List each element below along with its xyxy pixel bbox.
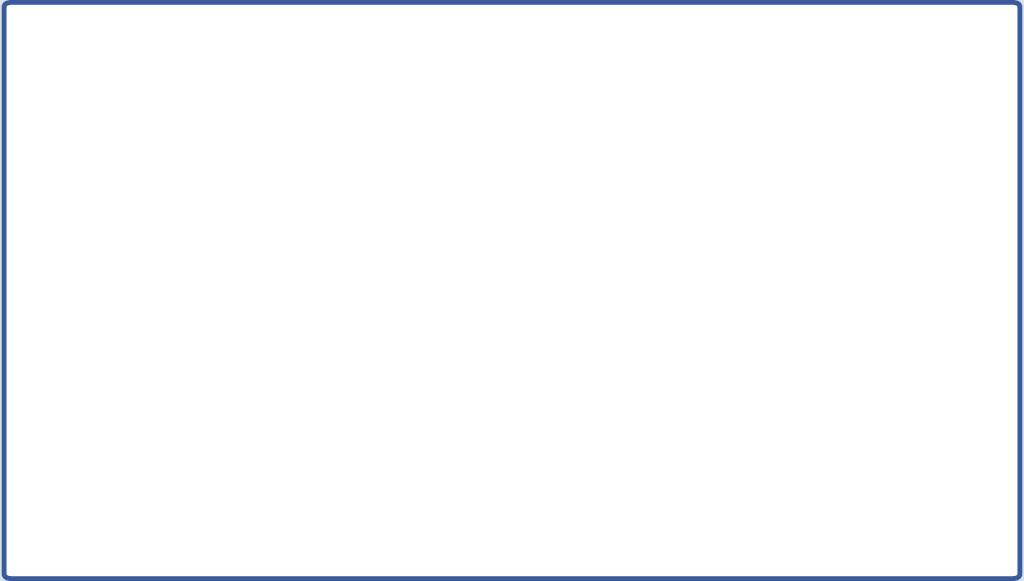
Text: solve for $x$: solve for $x$ [809, 116, 958, 140]
Text: $y =  x^3 + 6x^2 + 9x + 4$: $y = x^3 + 6x^2 + 9x + 4$ [402, 46, 632, 76]
Text: www.mathsathome.com: www.mathsathome.com [859, 558, 1001, 571]
Text: $\dfrac{dy}{dx} = 0$: $\dfrac{dy}{dx} = 0$ [839, 44, 929, 107]
Text: $y = (-1)^3 + 6(-1)^2 + 9(-1) + 4$: $y = (-1)^3 + 6(-1)^2 + 9(-1) + 4$ [538, 209, 855, 238]
Text: $0 = 3x^2 + 12x + 9$: $0 = 3x^2 + 12x + 9$ [72, 210, 286, 237]
Text: MATHS: MATHS [48, 56, 81, 66]
Circle shape [13, 32, 116, 90]
Text: $x = -3$: $x = -3$ [425, 392, 518, 416]
Text: $y = -27 + 54 - 27 + 4$: $y = -27 + 54 - 27 + 4$ [538, 450, 772, 474]
Text: $y = (-3)^3 + 6(-3)^2 + 9(-3) + 4$: $y = (-3)^3 + 6(-3)^2 + 9(-3) + 4$ [538, 389, 855, 418]
FancyBboxPatch shape [758, 17, 1019, 151]
Text: $y = -1 + 6 - 9 + 4$: $y = -1 + 6 - 9 + 4$ [538, 270, 732, 294]
Text: $x = -1$: $x = -1$ [425, 211, 517, 236]
Text: $(-1, 0)\;\;(-3, 4)$: $(-1, 0)\;\;(-3, 4)$ [73, 500, 419, 546]
Text: $0 = (x + 1)(x + 3)$: $0 = (x + 1)(x + 3)$ [72, 345, 280, 370]
Text: $\dfrac{dy}{dx} = 3x^2 + 12x + 9$: $\dfrac{dy}{dx} = 3x^2 + 12x + 9$ [56, 111, 314, 174]
Text: $y = 0$: $y = 0$ [538, 328, 590, 352]
Text: © Maths at Home: © Maths at Home [23, 558, 128, 571]
Text: Find the stationary points of: Find the stationary points of [138, 51, 452, 71]
Text: $0 = x^2 + 4x + 3$: $0 = x^2 + 4x + 3$ [72, 277, 254, 304]
Text: home: home [53, 67, 76, 76]
Text: $x = -1 \qquad x = -3$: $x = -1 \qquad x = -3$ [72, 415, 305, 439]
Text: $y = 4$: $y = 4$ [538, 508, 590, 532]
